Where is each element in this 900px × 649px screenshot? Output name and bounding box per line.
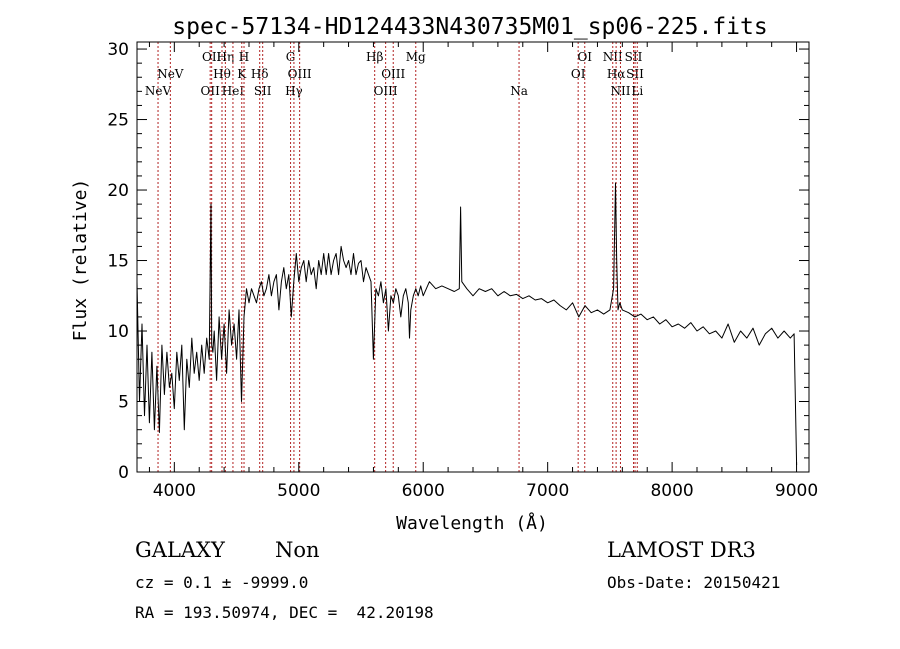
- line-marker-label: HeI: [222, 84, 245, 98]
- line-marker-label: OI: [577, 50, 592, 64]
- y-tick-label: 30: [107, 40, 129, 60]
- line-marker-label: Li: [631, 84, 643, 98]
- line-marker-label: SII: [626, 67, 644, 81]
- y-tick-label: 5: [118, 393, 129, 413]
- y-tick-label: 15: [107, 252, 129, 272]
- x-tick-label: 8000: [650, 481, 693, 501]
- line-marker-label: OIII: [288, 67, 312, 81]
- x-tick-label: 4000: [153, 481, 196, 501]
- line-marker-label: NII: [603, 50, 623, 64]
- spectrum-series: [136, 182, 798, 466]
- redshift-info: cz = 0.1 ± -9999.0: [135, 573, 309, 592]
- line-marker-label: OII: [202, 50, 222, 64]
- line-marker-label: OII: [201, 84, 221, 98]
- line-marker-label: H: [239, 50, 249, 64]
- y-tick-label: 0: [118, 463, 129, 483]
- x-tick-label: 5000: [277, 481, 320, 501]
- line-marker-label: Na: [510, 84, 528, 98]
- line-marker-label: SII: [254, 84, 272, 98]
- line-marker-label: G: [286, 50, 296, 64]
- line-marker-label: Hη: [217, 50, 235, 64]
- plot-frame: [136, 41, 810, 473]
- line-marker-label: Hθ: [213, 67, 231, 81]
- x-tick-label: 7000: [526, 481, 569, 501]
- line-marker-label: NeV: [157, 67, 184, 81]
- coordinates-info: RA = 193.50974, DEC = 42.20198: [135, 603, 434, 622]
- line-marker-label: Hγ: [285, 84, 303, 98]
- line-marker-label: OIII: [381, 67, 405, 81]
- line-marker-label: Hα: [607, 67, 626, 81]
- y-tick-label: 25: [107, 111, 129, 131]
- object-class: GALAXY: [135, 538, 225, 562]
- line-marker-label: OIII: [374, 84, 398, 98]
- survey-name: LAMOST DR3: [607, 538, 756, 562]
- line-marker-label: NeV: [145, 84, 172, 98]
- line-marker-label: Hδ: [251, 67, 269, 81]
- line-marker-label: Mg: [406, 50, 426, 64]
- x-tick-label: 6000: [402, 481, 445, 501]
- y-tick-label: 10: [107, 322, 129, 342]
- x-tick-label: 9000: [775, 481, 818, 501]
- line-marker-label: NII: [610, 84, 630, 98]
- line-marker-label: K: [237, 67, 247, 81]
- object-subclass: Non: [275, 538, 320, 562]
- spectrum-line: [136, 182, 798, 466]
- x-axis-label: Wavelength (Å): [396, 512, 548, 534]
- x-axis: 4000 5000 6000 7000 8000 9000: [148, 42, 818, 501]
- line-marker-label: Hβ: [366, 50, 383, 64]
- line-marker-label: OI: [571, 67, 586, 81]
- y-axis: 0 5 10 15 20 25 30: [107, 40, 809, 483]
- line-marker-label: SII: [625, 50, 643, 64]
- y-axis-label: Flux (relative): [70, 179, 91, 342]
- y-tick-label: 20: [107, 181, 129, 201]
- observation-date: Obs-Date: 20150421: [607, 573, 781, 592]
- chart-title: spec-57134-HD124433N430735M01_sp06-225.f…: [172, 14, 767, 40]
